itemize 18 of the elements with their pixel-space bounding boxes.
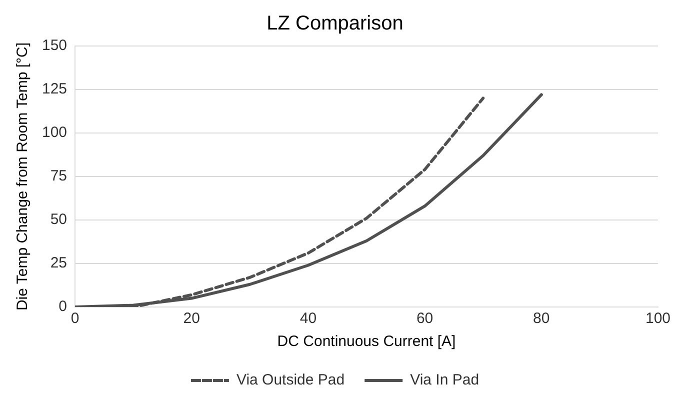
y-tick-label: 25 — [50, 254, 68, 272]
x-tick-label: 100 — [645, 310, 671, 328]
legend-label: Via In Pad — [410, 372, 480, 389]
y-tick-label: 125 — [42, 80, 68, 98]
y-tick-label: 50 — [50, 211, 68, 228]
x-tick-label: 40 — [300, 310, 317, 328]
y-axis-title: Die Temp Change from Room Temp [°C] — [14, 42, 32, 311]
y-tick-label: 150 — [42, 37, 68, 54]
chart-title: LZ Comparison — [266, 12, 404, 35]
x-tick-label: 80 — [533, 310, 550, 328]
x-tick-label: 0 — [70, 310, 80, 328]
x-tick-label: 60 — [416, 310, 434, 328]
y-tick-label: 75 — [50, 168, 68, 185]
legend-label: Via Outside Pad — [236, 372, 345, 389]
y-tick-label: 100 — [42, 124, 68, 142]
x-tick-label: 20 — [183, 310, 200, 328]
x-axis-title: DC Continuous Current [A] — [277, 333, 456, 350]
y-tick-label: 0 — [58, 298, 68, 316]
